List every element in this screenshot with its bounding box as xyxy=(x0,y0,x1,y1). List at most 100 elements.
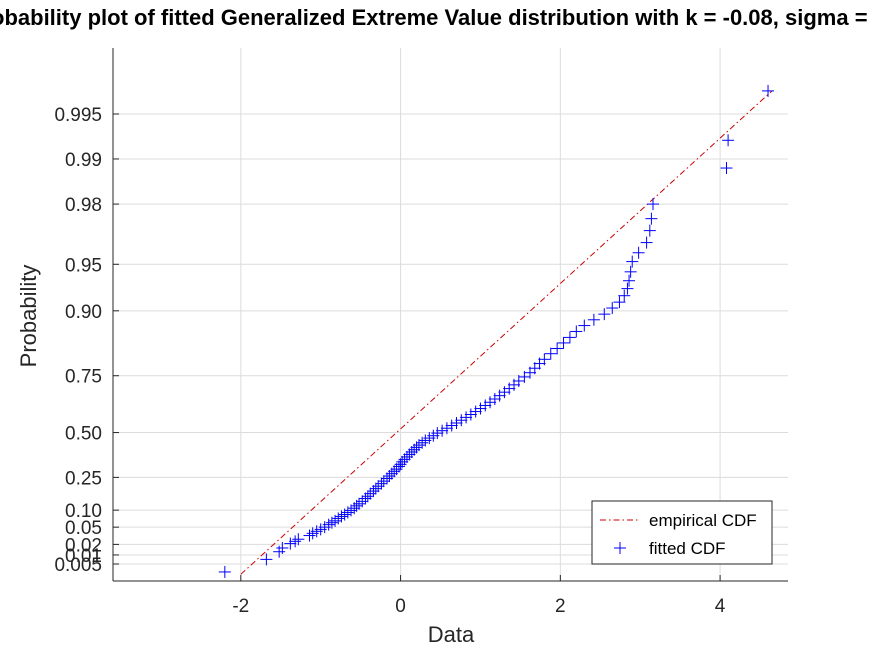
fitted-cdf-marker xyxy=(284,537,297,550)
y-tick-label: 0.98 xyxy=(65,195,102,216)
y-tick-label: 0.99 xyxy=(65,150,102,171)
fitted-cdf-marker xyxy=(332,512,345,525)
x-tick-label: 2 xyxy=(555,596,566,617)
fitted-cdf-marker xyxy=(587,313,600,326)
fitted-cdf-marker xyxy=(464,408,477,421)
fitted-cdf-marker xyxy=(392,460,405,473)
fitted-cdf-marker xyxy=(388,465,401,478)
y-ticks: 0.9950.990.980.950.900.750.500.250.100.0… xyxy=(54,105,119,576)
fitted-cdf-marker xyxy=(398,453,411,466)
plot-area xyxy=(218,84,775,578)
fitted-cdf-marker xyxy=(341,506,354,519)
fitted-cdf-marker xyxy=(645,212,658,225)
x-tick-label: 4 xyxy=(715,596,726,617)
fitted-cdf-marker xyxy=(445,419,458,432)
y-tick-label: 0.50 xyxy=(65,424,102,445)
fitted-cdf-marker xyxy=(372,480,385,493)
fitted-cdf-marker xyxy=(385,467,398,480)
fitted-cdf-marker xyxy=(367,485,380,498)
fitted-cdf-marker xyxy=(621,282,634,295)
fitted-cdf-marker xyxy=(570,325,583,338)
legend-label-fitted: fitted CDF xyxy=(649,539,726,558)
fitted-cdf-marker xyxy=(400,450,413,463)
fitted-cdf-marker xyxy=(557,336,570,349)
fitted-cdf-marker xyxy=(643,224,656,237)
fitted-cdf-marker xyxy=(632,246,645,259)
fitted-cdf-marker xyxy=(380,472,393,485)
fitted-cdf-marker xyxy=(361,490,374,503)
fitted-cdf-marker xyxy=(375,477,388,490)
fitted-cdf-marker xyxy=(377,475,390,488)
fitted-cdf-marker xyxy=(325,516,338,529)
fitted-cdf-marker xyxy=(405,446,418,459)
fitted-cdf-marker xyxy=(410,441,423,454)
fitted-cdf-marker xyxy=(218,565,231,578)
fitted-cdf-marker xyxy=(303,529,316,542)
fitted-cdf-marker xyxy=(345,504,358,517)
fitted-cdf-marker xyxy=(408,443,421,456)
axes xyxy=(112,48,788,582)
fitted-cdf-marker xyxy=(403,448,416,461)
x-tick-label: 0 xyxy=(395,596,406,617)
fitted-cdf-marker xyxy=(762,84,775,97)
fitted-cdf-marker xyxy=(493,389,506,402)
fitted-cdf-marker xyxy=(369,482,382,495)
y-tick-label: 0.01 xyxy=(65,546,102,567)
fitted-cdf-marker xyxy=(383,470,396,483)
fitted-cdf-marker xyxy=(484,396,497,409)
fitted-cdf-marker xyxy=(450,416,463,429)
x-ticks: -2 0 2 4 xyxy=(232,575,726,617)
x-axis-label: Data xyxy=(428,622,475,647)
fitted-cdf-marker xyxy=(551,342,564,355)
fitted-cdf-marker xyxy=(598,308,611,321)
fitted-cdf-marker xyxy=(618,289,631,302)
fitted-cdf-marker xyxy=(353,497,366,510)
fitted-cdf-marker xyxy=(624,265,637,278)
grid-lines xyxy=(113,48,788,581)
fitted-cdf-marker xyxy=(292,533,305,546)
fitted-cdf-marker xyxy=(488,393,501,406)
fitted-cdf-marker xyxy=(623,274,636,287)
fitted-cdf-marker xyxy=(474,402,487,415)
fitted-cdf-marker xyxy=(322,518,335,531)
y-tick-label: 0.10 xyxy=(65,501,102,522)
y-tick-label: 0.25 xyxy=(65,468,102,489)
fitted-cdf-marker xyxy=(528,362,541,375)
fitted-cdf-marker xyxy=(640,236,653,249)
fitted-cdf-marker xyxy=(440,422,453,435)
y-tick-label: 0.95 xyxy=(65,255,102,276)
fitted-cdf-marker xyxy=(626,255,639,268)
fitted-cdf-marker xyxy=(416,436,429,449)
y-tick-label: 0.995 xyxy=(54,105,102,126)
fitted-cdf-marker xyxy=(260,553,273,566)
y-axis-label: Probability xyxy=(16,265,41,368)
fitted-cdf-marker xyxy=(647,198,659,211)
fitted-cdf-marker xyxy=(479,399,492,412)
fitted-cdf-marker xyxy=(276,541,289,554)
fitted-cdf-marker xyxy=(338,508,351,521)
fitted-cdf-marker xyxy=(469,405,482,418)
x-tick-label: -2 xyxy=(232,596,249,617)
fitted-cdf-marker xyxy=(359,492,372,505)
y-tick-label: 0.75 xyxy=(65,367,102,388)
y-tick-label: 0.02 xyxy=(65,535,102,556)
fitted-cdf-marker xyxy=(412,439,425,452)
y-tick-label: 0.005 xyxy=(54,555,102,576)
legend-marker-fitted xyxy=(614,542,626,554)
fitted-cdf-marker xyxy=(538,353,551,366)
legend: empirical CDF fitted CDF xyxy=(591,500,773,565)
legend-label-empirical: empirical CDF xyxy=(649,511,757,530)
fitted-cdf-marker xyxy=(578,319,591,332)
fitted-cdf-marker xyxy=(335,510,348,523)
legend-box xyxy=(591,500,773,565)
fitted-cdf-marker xyxy=(289,535,302,548)
fitted-cdf-marker xyxy=(563,331,576,344)
y-tick-label: 0.05 xyxy=(65,518,102,539)
fitted-cdf-marker xyxy=(436,424,449,437)
fitted-cdf-marker xyxy=(455,414,468,427)
fitted-cdf-marker xyxy=(356,495,369,508)
fitted-cdf-marker xyxy=(613,296,626,309)
fitted-cdf-marker xyxy=(431,427,444,440)
fitted-cdf-marker xyxy=(606,302,619,315)
